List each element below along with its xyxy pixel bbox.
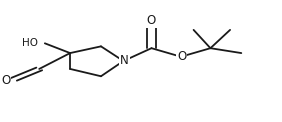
Text: N: N — [120, 55, 129, 67]
Text: O: O — [147, 14, 156, 27]
Text: O: O — [177, 51, 186, 63]
Text: O: O — [1, 74, 10, 87]
Text: HO: HO — [22, 38, 38, 48]
